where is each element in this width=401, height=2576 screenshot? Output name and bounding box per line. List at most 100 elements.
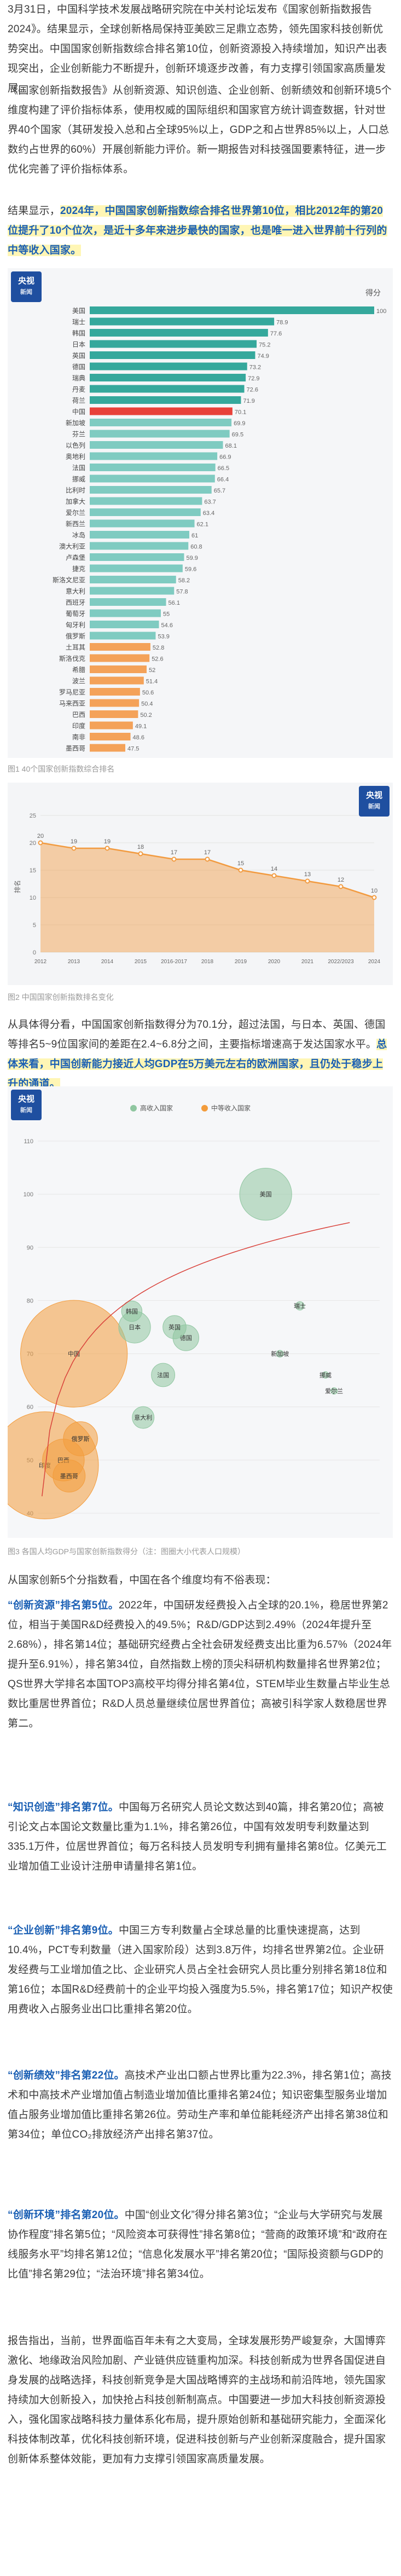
bar-value: 70.1 [235, 409, 246, 416]
figure-3-caption: 图3 各国人均GDP与国家创新指数得分（注：图圈大小代表人口规模） [8, 1547, 246, 1556]
category-label: 匈牙利 [66, 621, 85, 629]
category-label: 斯洛伐克 [59, 655, 85, 663]
x-tick-label: 2021 [301, 959, 314, 965]
bar [90, 474, 215, 483]
bubble [63, 1421, 98, 1456]
bar [90, 665, 147, 673]
category-label: 西班牙 [66, 599, 85, 606]
bar [90, 374, 246, 381]
category-label: 比利时 [66, 487, 85, 494]
x-tick-label: 2022/2023 [328, 959, 354, 965]
bar-value: 60.8 [190, 544, 202, 551]
category-label: 冰岛 [72, 531, 85, 539]
category-label: 南非 [72, 733, 85, 741]
bar-value: 49.1 [135, 723, 147, 730]
bubble-label: 新加坡 [271, 1350, 289, 1358]
bubble [151, 1363, 176, 1387]
logo-text-2: 新闻 [20, 289, 32, 296]
data-point [71, 846, 77, 851]
bubble-label: 韩国 [126, 1307, 138, 1315]
category-label: 瑞士 [72, 319, 85, 326]
section-environment: “创新环境”排名第20位。中国“创业文化”得分排名第3位；“企业与大学研究与发展… [8, 2205, 393, 2284]
bar-value: 71.9 [243, 398, 254, 404]
data-point [371, 895, 377, 900]
data-label: 20 [37, 833, 44, 840]
bubble-label: 美国 [260, 1191, 272, 1198]
category-label: 加拿大 [66, 497, 85, 506]
category-label: 墨西哥 [66, 745, 85, 752]
category-label: 荷兰 [72, 397, 85, 404]
intro-paragraph-1: 3月31日，中国科学技术发展战略研究院在中关村论坛发布《国家创新指数报告2024… [8, 4, 387, 94]
logo-text-2: 新闻 [20, 1107, 32, 1114]
category-label: 美国 [72, 307, 85, 315]
bubble-label: 日本 [129, 1323, 141, 1331]
category-label: 挪威 [72, 476, 85, 483]
cctv-news-logo: 央视 新闻 [11, 1090, 42, 1120]
category-label: 英国 [72, 352, 85, 360]
bar-value: 66.5 [218, 465, 229, 472]
category-label: 罗马尼亚 [59, 688, 85, 696]
category-label: 新西兰 [66, 520, 85, 528]
category-label: 卢森堡 [66, 553, 85, 561]
bubble [162, 1315, 187, 1339]
section-performance-body: 高技术产业出口额占世界比重为22.3%，排名第1位；高技术和中高技术产业增加值占… [8, 2070, 392, 2140]
rank-trend-svg: 0510152025排名2020121920131920141820151720… [13, 813, 381, 965]
bubble-label: 英国 [168, 1323, 181, 1331]
intro-highlight: 2024年，中国国家创新指数综合排名世界第10位，相比2012年的第20位提升了… [8, 205, 387, 256]
bar-value: 55 [163, 611, 170, 618]
bar [90, 519, 195, 528]
bar [90, 710, 138, 718]
data-label: 17 [204, 849, 211, 856]
category-label: 中国 [72, 408, 85, 416]
bar-value: 61 [191, 532, 198, 539]
x-tick-label: 2015 [135, 959, 147, 965]
section-resources: “创新资源”排名第5位。2022年，中国研发经费投入占全球的20.1%，稳居世界… [8, 1596, 393, 1734]
section-environment-title: “创新环境”排名第20位。 [8, 2209, 125, 2221]
bar-value: 50.2 [140, 712, 152, 719]
data-point [38, 840, 43, 846]
closing-paragraph: 报告指出，当前，世界面临百年未有之大变局，全球发展形势严峻复杂，大国博弈激化、地… [8, 2335, 386, 2465]
section-enterprise: “企业创新”排名第9位。中国三方专利数量占全球总量的比重快速提高，达到10.4%… [8, 1921, 393, 2019]
bar-value: 69.5 [232, 432, 243, 438]
bar [90, 564, 183, 572]
y-tick-label: 10 [30, 895, 36, 901]
value-axis-label: 得分 [365, 288, 381, 297]
bar [90, 598, 166, 606]
cctv-news-logo: 央视 新闻 [11, 271, 42, 302]
bar [90, 654, 150, 662]
bar-value: 50.4 [141, 701, 153, 708]
bubble-label: 意大利 [134, 1414, 152, 1421]
category-label: 土耳其 [66, 644, 85, 651]
data-label: 18 [137, 844, 144, 850]
y-tick-label: 110 [24, 1138, 33, 1145]
category-label: 俄罗斯 [66, 633, 85, 640]
bubble-label: 墨西哥 [60, 1473, 78, 1480]
category-label: 法国 [72, 464, 85, 472]
figure-1-bar-chart: 央视 新闻 得分 美国 100 瑞士 78.9 韩国 77.6 日本 75.2 英国 74.9 德国 7… [8, 268, 393, 758]
bar [90, 441, 223, 449]
bar [90, 396, 241, 404]
intro-paragraph-2: 《国家创新指数报告》从创新资源、知识创造、企业创新、创新绩效和创新环境5个维度构… [8, 85, 392, 175]
bar [90, 385, 245, 393]
bubble-label: 俄罗斯 [72, 1435, 90, 1443]
data-label: 15 [237, 860, 244, 867]
data-point [138, 851, 143, 856]
intro-paragraph-3: 结果显示，2024年，中国国家创新指数综合排名世界第10位，相比2012年的第2… [8, 201, 393, 261]
bubble-label: 瑞士 [294, 1302, 306, 1310]
bubble [330, 1387, 338, 1395]
bar [90, 508, 201, 516]
bar [90, 688, 140, 696]
legend-label: 高收入国家 [140, 1104, 173, 1112]
bubble-label: 爱尔兰 [325, 1388, 343, 1395]
score-paragraph: 从具体得分看，中国国家创新指数得分为70.1分，超过法国，与日本、英国、德国等排… [8, 1015, 393, 1094]
bar-value: 47.5 [127, 746, 139, 752]
category-label: 奥地利 [66, 453, 85, 461]
cctv-news-logo: 央视 新闻 [359, 786, 390, 817]
bar-value: 63.7 [204, 499, 216, 506]
category-label: 德国 [72, 363, 85, 371]
section-environment-body: 中国“创业文化”得分排名第3位；“企业与大学研究与发展协作程度”排名第5位；“风… [8, 2209, 388, 2280]
bar-value: 65.7 [214, 488, 225, 494]
data-label: 13 [304, 871, 311, 878]
bar [90, 351, 255, 359]
x-tick-label: 2018 [201, 959, 214, 965]
